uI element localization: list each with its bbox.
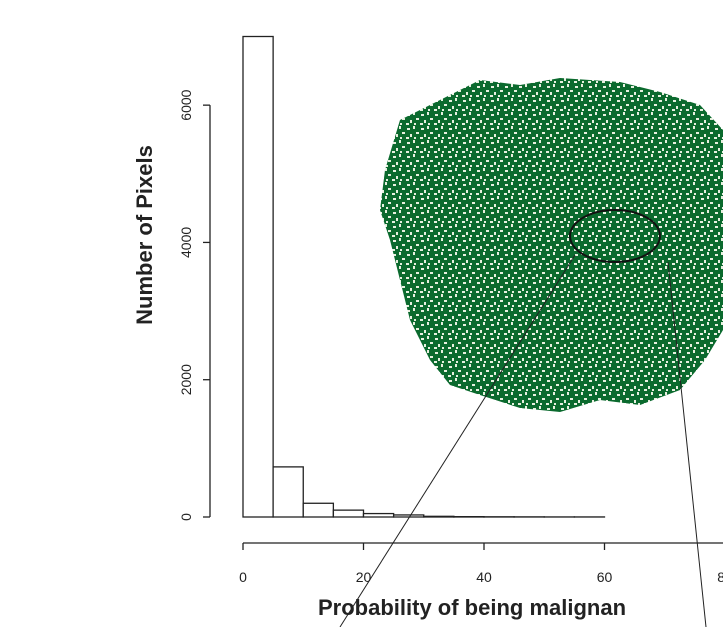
- x-axis-label: Probability of being malignan: [318, 595, 626, 620]
- bar: [333, 510, 363, 517]
- y-tick-label: 4000: [178, 227, 194, 258]
- bar: [364, 514, 394, 517]
- bar: [303, 503, 333, 517]
- x-tick-label: 20: [356, 569, 372, 585]
- tumor-image: [380, 78, 723, 412]
- chart: Number of Pixels Probability of being ma…: [0, 0, 723, 627]
- x-tick-label: 0: [239, 569, 247, 585]
- y-tick-label: 0: [178, 513, 194, 521]
- y-tick-label: 2000: [178, 364, 194, 395]
- inset-image: [340, 78, 723, 627]
- y-axis-label: Number of Pixels: [132, 145, 157, 325]
- bar: [424, 516, 454, 517]
- y-tick-label: 6000: [178, 89, 194, 120]
- x-tick-label: 40: [476, 569, 492, 585]
- bar: [394, 515, 424, 517]
- bar: [243, 37, 273, 518]
- x-tick-label: 80: [717, 569, 723, 585]
- bar: [273, 467, 303, 517]
- x-tick-label: 60: [597, 569, 613, 585]
